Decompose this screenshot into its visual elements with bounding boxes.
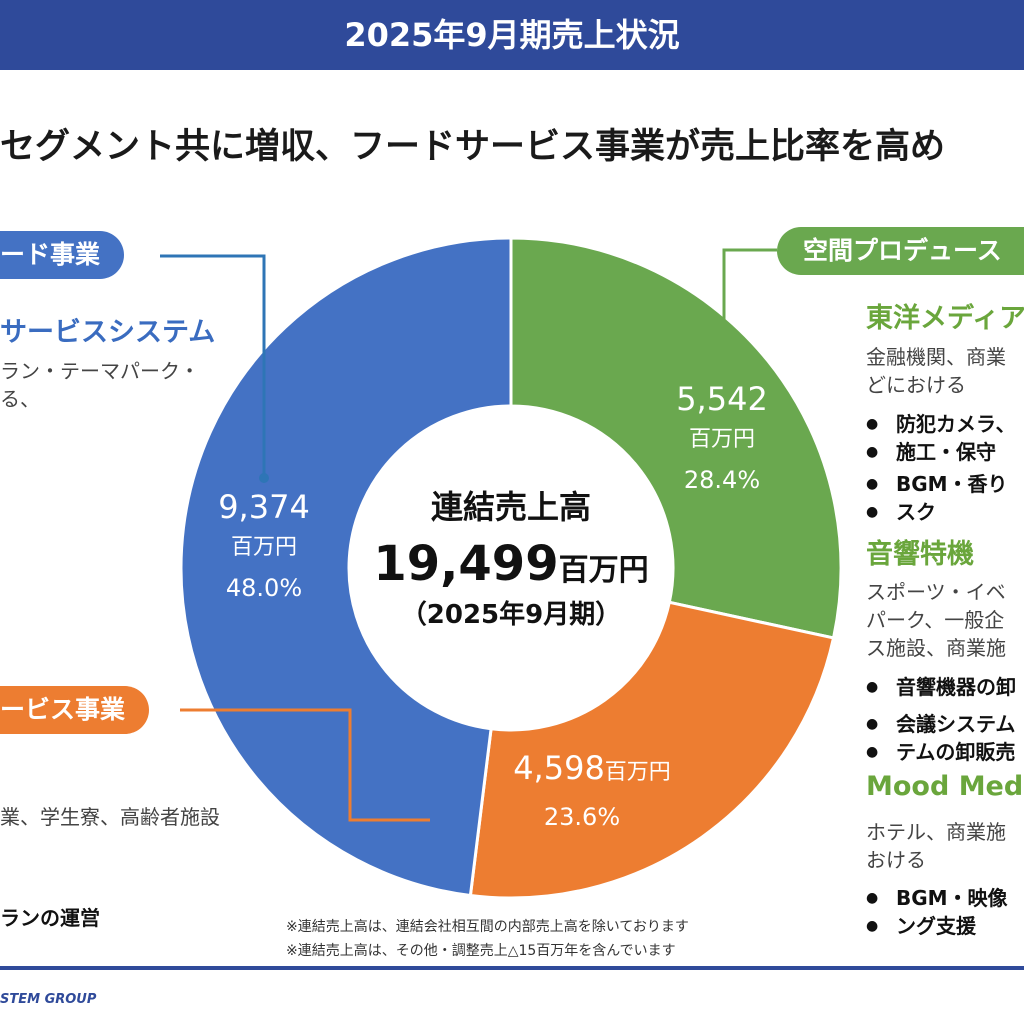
center-title: 連結売上高: [431, 488, 591, 526]
toyo-media-heading: 東洋メディア: [866, 303, 1024, 334]
lifestyle-desc-1: ラン・テーマパーク・: [0, 359, 200, 383]
lifestyle-connector-dot: [259, 473, 269, 483]
value-label-food: 4,598百万円: [513, 749, 671, 787]
onkyo-heading: 音響特機: [866, 539, 974, 570]
mood-media-desc-1: ホテル、商業施: [866, 820, 1006, 844]
slice-label-space: 5,542 百万円 28.4%: [676, 380, 768, 494]
onkyo-desc-3: ス施設、商業施: [866, 636, 1006, 660]
unit-label-lifestyle: 百万円: [231, 535, 297, 560]
segment-pill-space: 空間プロデュース: [777, 227, 1024, 275]
segment-pill-lifestyle: ード事業: [0, 231, 125, 279]
toyo-media-item-1a: 防犯カメラ、: [866, 410, 1016, 438]
onkyo-desc-2: パーク、一般企: [866, 608, 1005, 632]
page-subtitle: セグメント共に増収、フードサービス事業が売上比率を高め: [0, 127, 946, 167]
mood-media-item-1b: ング支援: [866, 912, 976, 940]
unit-label-space: 百万円: [689, 427, 755, 452]
slice-food: [468, 600, 836, 900]
percent-label-space: 28.4%: [684, 466, 760, 494]
slice-label-lifestyle: 9,374 百万円 48.0%: [218, 488, 310, 602]
toyo-media-desc-1: 金融機関、商業: [866, 345, 1006, 369]
footnote-2: ※連結売上高は、その他・調整売上△15百万年を含んでいます: [286, 943, 676, 959]
food-connector: [180, 708, 430, 822]
onkyo-item-1: 音響機器の卸: [866, 673, 1016, 701]
lifestyle-connector: [160, 254, 266, 478]
mood-media-heading: Mood Medi: [866, 771, 1024, 802]
food-desc: 業、学生寮、高齢者施設: [0, 805, 220, 829]
footer-divider: [0, 966, 1024, 970]
space-connector: [722, 248, 777, 380]
toyo-media-desc-2: どにおける: [866, 373, 966, 397]
mood-media-item-1a: BGM・映像: [866, 884, 1007, 912]
food-item: ランの運営: [0, 904, 100, 932]
slice-label-food: 4,598百万円 23.6%: [513, 749, 671, 831]
value-label-space: 5,542: [676, 380, 768, 418]
lifestyle-heading: サービスシステム: [0, 317, 216, 348]
toyo-media-item-2a: BGM・香り: [866, 470, 1007, 498]
toyo-media-item-1b: 施工・保守: [866, 438, 996, 466]
footnote-1: ※連結売上高は、連結会社相互間の内部売上高を除いております: [286, 919, 689, 935]
percent-label-food: 23.6%: [544, 803, 620, 831]
onkyo-desc-1: スポーツ・イベ: [866, 580, 1006, 604]
center-total: 19,499百万円: [373, 536, 648, 592]
segment-pill-food: ービス事業: [0, 686, 150, 734]
value-label-lifestyle: 9,374: [218, 488, 310, 526]
onkyo-item-2a: 会議システム: [866, 710, 1016, 738]
slice-space: [509, 236, 843, 640]
mood-media-desc-2: おける: [866, 848, 926, 872]
company-logo: STEM GROUP: [0, 992, 97, 1007]
onkyo-item-2b: テムの卸販売: [866, 738, 1016, 766]
percent-label-lifestyle: 48.0%: [226, 574, 302, 602]
page-title: 2025年9月期売上状況: [0, 0, 1024, 70]
center-period: （2025年9月期）: [401, 599, 621, 630]
toyo-media-item-2b: スク: [866, 498, 936, 526]
lifestyle-desc-2: る、: [0, 387, 40, 411]
